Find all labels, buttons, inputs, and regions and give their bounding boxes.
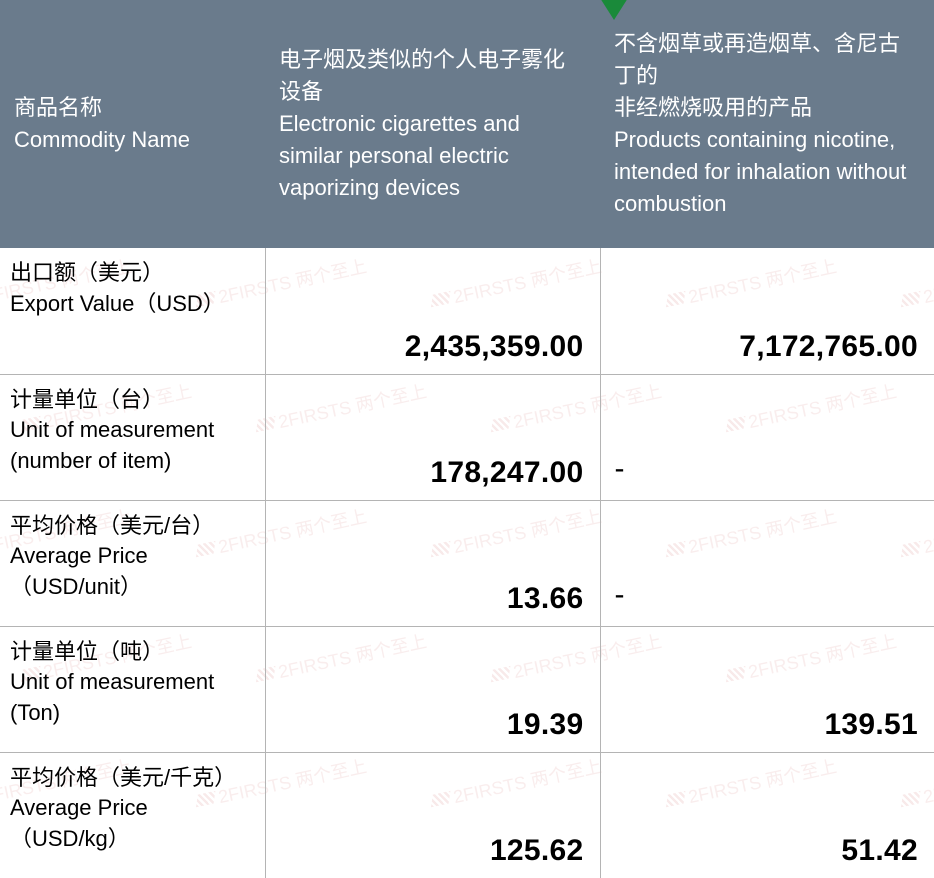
header-col2-en3: combustion xyxy=(614,188,918,220)
value-cell-col1: 19.39 xyxy=(265,626,600,752)
row-label-zh: 出口额（美元） xyxy=(10,258,249,289)
value-cell-col2: - xyxy=(600,374,934,500)
header-ecig: 电子烟及类似的个人电子雾化设备 Electronic cigarettes an… xyxy=(265,0,600,248)
table-row: 计量单位（吨）Unit of measurement(Ton) 19.39 139.… xyxy=(0,626,934,752)
header-col1-en2: similar personal electric xyxy=(279,140,584,172)
table-header-row: 商品名称 Commodity Name 电子烟及类似的个人电子雾化设备 Elec… xyxy=(0,0,934,248)
row-label-zh: 计量单位（吨） xyxy=(10,637,249,668)
row-label-cell: 平均价格（美元/台）Average Price（USD/unit） xyxy=(0,500,265,626)
header-col2-zh1: 不含烟草或再造烟草、含尼古丁的 xyxy=(614,28,918,92)
row-label-zh: 计量单位（台） xyxy=(10,385,249,416)
row-label-cell: 计量单位（台）Unit of measurement(number of ite… xyxy=(0,374,265,500)
row-label-en1: Unit of measurement xyxy=(10,415,249,446)
header-col0-en: Commodity Name xyxy=(14,124,249,156)
header-col2-zh2: 非经燃烧吸用的产品 xyxy=(614,92,918,124)
value-col1: 13.66 xyxy=(507,578,584,620)
value-cell-col2: 51.42 xyxy=(600,752,934,878)
header-nicotine: 不含烟草或再造烟草、含尼古丁的 非经燃烧吸用的产品 Products conta… xyxy=(600,0,934,248)
value-col1: 125.62 xyxy=(490,830,584,872)
header-col2-en1: Products containing nicotine, xyxy=(614,124,918,156)
value-col2: 139.51 xyxy=(824,704,918,746)
row-label-en2: (Ton) xyxy=(10,698,249,729)
row-label-en1: Average Price xyxy=(10,541,249,572)
value-col1: 178,247.00 xyxy=(430,452,583,494)
value-cell-col2: - xyxy=(600,500,934,626)
value-cell-col1: 13.66 xyxy=(265,500,600,626)
value-col1: 2,435,359.00 xyxy=(405,326,584,368)
value-col2: 7,172,765.00 xyxy=(739,326,918,368)
header-col0-zh: 商品名称 xyxy=(14,92,249,124)
table-row: 平均价格（美元/台）Average Price（USD/unit） 13.66- xyxy=(0,500,934,626)
row-label-en2: （USD/unit） xyxy=(10,572,249,603)
row-label-en: Export Value（USD） xyxy=(10,289,249,320)
value-cell-col2: 139.51 xyxy=(600,626,934,752)
row-label-en2: (number of item) xyxy=(10,446,249,477)
row-label-zh: 平均价格（美元/台） xyxy=(10,511,249,542)
value-cell-col1: 2,435,359.00 xyxy=(265,248,600,374)
row-label-en2: （USD/kg） xyxy=(10,824,249,855)
row-label-zh: 平均价格（美元/千克） xyxy=(10,763,249,794)
table-body: 出口额（美元） Export Value（USD） 2,435,359.00 7,1… xyxy=(0,248,934,878)
header-col1-en3: vaporizing devices xyxy=(279,172,584,204)
value-col2-dash: - xyxy=(615,574,625,616)
row-label-en1: Unit of measurement xyxy=(10,667,249,698)
value-cell-col2: 7,172,765.00 xyxy=(600,248,934,374)
table-row: 计量单位（台）Unit of measurement(number of ite… xyxy=(0,374,934,500)
header-col2-en2: intended for inhalation without xyxy=(614,156,918,188)
header-col1-en1: Electronic cigarettes and xyxy=(279,108,584,140)
header-commodity-name: 商品名称 Commodity Name xyxy=(0,0,265,248)
value-col2-dash: - xyxy=(615,448,625,490)
value-col1: 19.39 xyxy=(507,704,584,746)
table-row: 平均价格（美元/千克）Average Price（USD/kg） 125.62 51… xyxy=(0,752,934,878)
value-col2: 51.42 xyxy=(841,830,918,872)
row-label-cell: 出口额（美元） Export Value（USD） xyxy=(0,248,265,374)
value-cell-col1: 178,247.00 xyxy=(265,374,600,500)
export-data-table: 商品名称 Commodity Name 电子烟及类似的个人电子雾化设备 Elec… xyxy=(0,0,934,878)
row-label-en1: Average Price xyxy=(10,793,249,824)
table-row: 出口额（美元） Export Value（USD） 2,435,359.00 7,1… xyxy=(0,248,934,374)
row-label-cell: 平均价格（美元/千克）Average Price（USD/kg） xyxy=(0,752,265,878)
row-label-cell: 计量单位（吨）Unit of measurement(Ton) xyxy=(0,626,265,752)
value-cell-col1: 125.62 xyxy=(265,752,600,878)
header-triangle-marker xyxy=(600,0,628,20)
header-col1-zh: 电子烟及类似的个人电子雾化设备 xyxy=(279,44,584,108)
